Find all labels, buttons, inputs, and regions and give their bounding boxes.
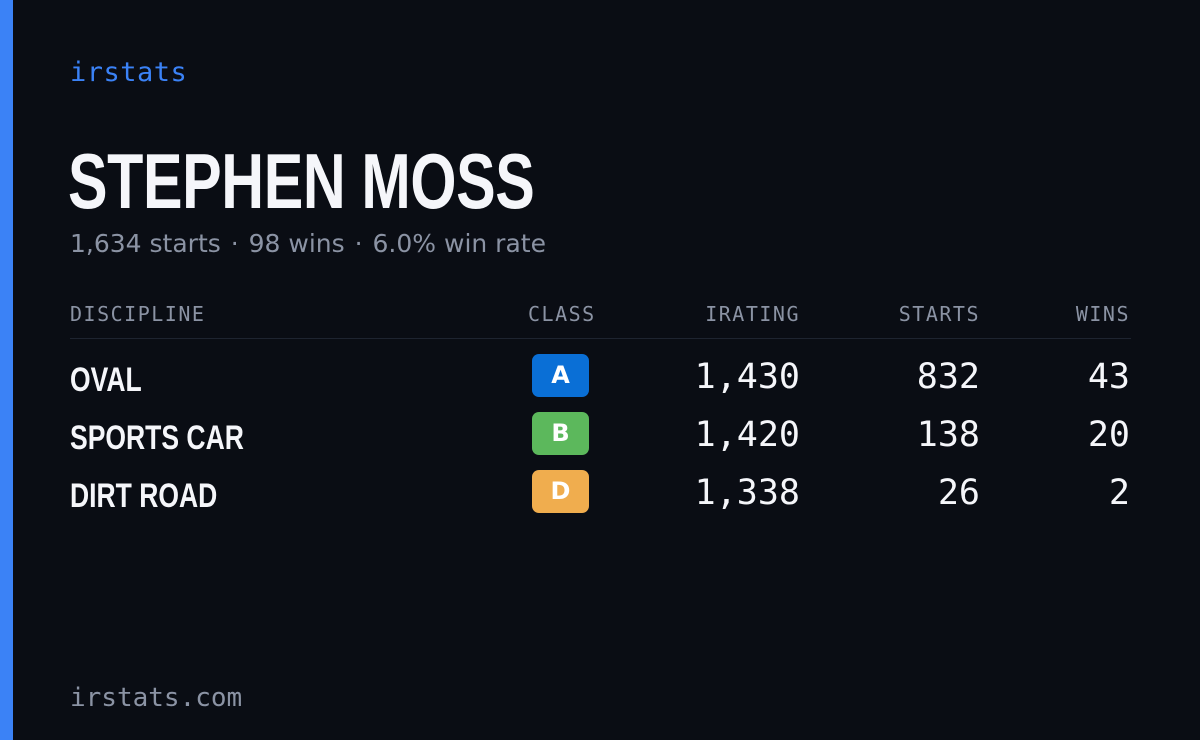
summary-wins: 98 wins bbox=[248, 229, 345, 258]
summary-win-rate: 6.0% win rate bbox=[372, 229, 546, 258]
brand-logo-text: irstats bbox=[70, 57, 188, 88]
irating-value: 1,338 bbox=[694, 473, 800, 513]
accent-bar bbox=[0, 0, 13, 740]
table-row: Sports Car B 1,420 138 20 bbox=[70, 412, 1131, 470]
discipline-name: Dirt Road bbox=[70, 477, 218, 515]
header-starts: STARTS bbox=[898, 302, 980, 326]
starts-value: 138 bbox=[916, 415, 980, 455]
summary-separator: · bbox=[354, 229, 363, 258]
wins-value: 20 bbox=[1087, 415, 1130, 455]
header-wins: WINS bbox=[1075, 302, 1130, 326]
class-badge: A bbox=[532, 354, 589, 397]
driver-summary: 1,634 starts · 98 wins · 6.0% win rate bbox=[70, 228, 546, 260]
irating-value: 1,420 bbox=[694, 415, 800, 455]
driver-name: Stephen Moss bbox=[68, 137, 535, 225]
wins-value: 43 bbox=[1087, 357, 1130, 397]
wins-value: 2 bbox=[1108, 473, 1130, 513]
discipline-name: Oval bbox=[70, 361, 142, 399]
table-row: Oval A 1,430 832 43 bbox=[70, 354, 1131, 412]
class-badge: D bbox=[532, 470, 589, 513]
discipline-name: Sports Car bbox=[70, 419, 244, 457]
starts-value: 26 bbox=[937, 473, 980, 513]
table-row: Dirt Road D 1,338 26 2 bbox=[70, 470, 1131, 528]
starts-value: 832 bbox=[916, 357, 980, 397]
header-class: CLASS bbox=[528, 302, 596, 326]
class-badge: B bbox=[532, 412, 589, 455]
irating-value: 1,430 bbox=[694, 357, 800, 397]
summary-starts: 1,634 starts bbox=[70, 229, 221, 258]
header-discipline: DISCIPLINE bbox=[70, 302, 206, 326]
header-irating: IRATING bbox=[705, 302, 800, 326]
footer-domain: irstats.com bbox=[70, 683, 243, 713]
summary-separator: · bbox=[230, 229, 239, 258]
stats-table-header: DISCIPLINE CLASS IRATING STARTS WINS bbox=[70, 300, 1131, 339]
